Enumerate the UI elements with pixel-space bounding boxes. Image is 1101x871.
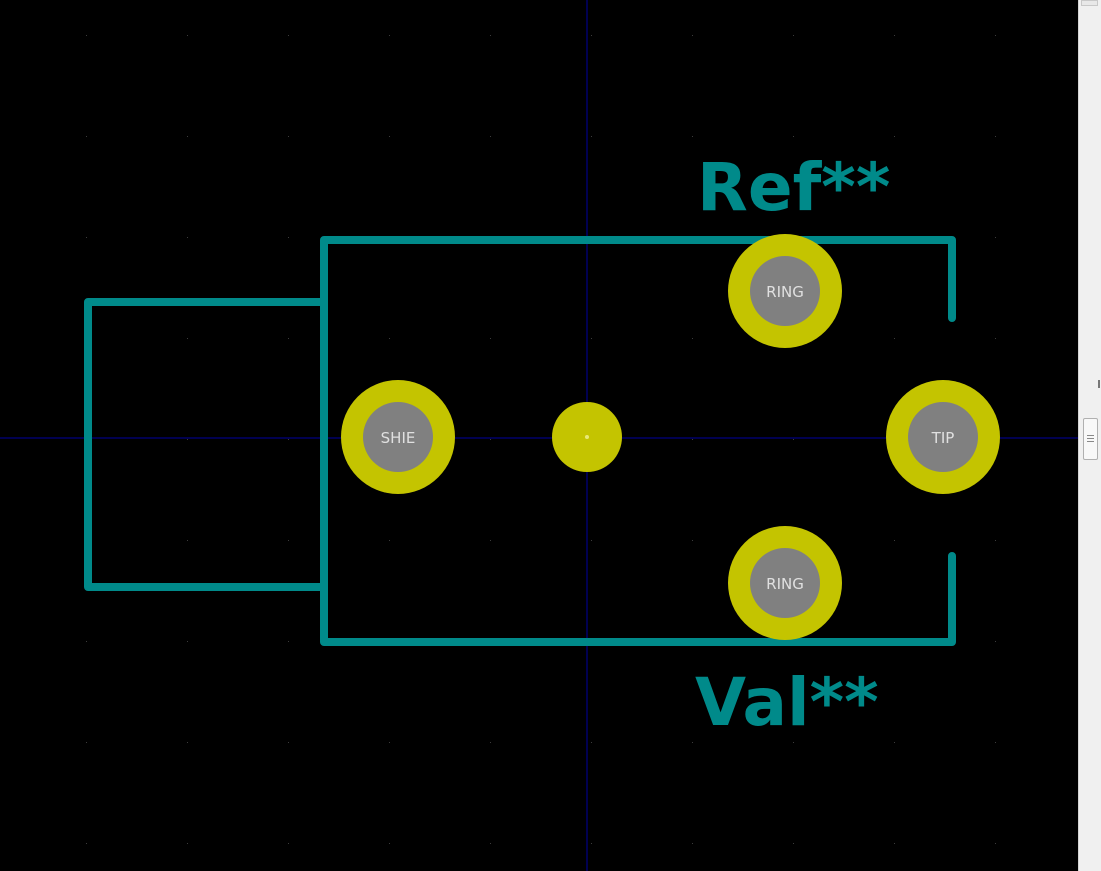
grid-dot [692,843,693,844]
grid-dot [995,237,996,238]
grid-dot [288,540,289,541]
grid-dot [490,742,491,743]
grid-dot [692,136,693,137]
grid-dot [288,843,289,844]
grid-dot [995,136,996,137]
grid-dot [288,439,289,440]
silk-body-bottom [320,552,956,646]
pad-shield[interactable]: SHIE [341,380,455,494]
grid-dot [389,35,390,36]
grid-dot [86,136,87,137]
pad-label: RING [766,575,804,593]
grid-dot [187,540,188,541]
grid-dot [894,338,895,339]
grid-dot [591,843,592,844]
grid-dot [894,35,895,36]
grid-dot [692,338,693,339]
grid-dot [591,540,592,541]
grid-dot [490,540,491,541]
grid-dot [86,237,87,238]
grid-dot [389,742,390,743]
pad-drill-hole [750,548,820,618]
grid-dot [187,237,188,238]
grid-dot [793,843,794,844]
grid-dot [389,540,390,541]
footprint-view[interactable]: RING SHIE TIP RING Ref** Val** [0,0,1078,871]
vertical-scrollbar[interactable] [1078,0,1101,871]
grid-dot [692,35,693,36]
pad-label: SHIE [381,429,416,447]
grid-dot [894,742,895,743]
grid-dot [490,439,491,440]
grid-dot [389,338,390,339]
pad-anchor-marker [585,435,589,439]
grid-dot [894,843,895,844]
grid-dot [86,742,87,743]
grid-dot [187,439,188,440]
grid-dot [288,641,289,642]
grid-dot [692,742,693,743]
grid-dot [995,843,996,844]
scrollbar-tick [1098,380,1100,388]
grid-dot [288,237,289,238]
grid-dot [288,136,289,137]
pad-drill-hole [908,402,978,472]
pad-ring-bottom[interactable]: RING [728,526,842,640]
grid-dot [187,136,188,137]
grid-dot [86,843,87,844]
pad-label: TIP [931,429,955,447]
grid-dot [490,338,491,339]
grid-dot [995,540,996,541]
pcb-canvas[interactable]: RING SHIE TIP RING Ref** Val** [0,0,1078,871]
grid-dot [288,742,289,743]
scroll-up-arrow[interactable] [1081,0,1098,6]
grid-dot [995,641,996,642]
grid-dot [591,338,592,339]
grid-dot [389,843,390,844]
grid-dot [490,35,491,36]
pad-drill-hole [363,402,433,472]
grid-dot [995,35,996,36]
grid-dot [187,35,188,36]
grid-dot [894,540,895,541]
grid-dot [288,35,289,36]
grid-dot [86,35,87,36]
grid-dot [793,439,794,440]
reference-designator[interactable]: Ref** [697,149,890,226]
grid-dot [793,35,794,36]
grid-dot [591,35,592,36]
pad-tip[interactable]: TIP [886,380,1000,494]
grid-dot [793,136,794,137]
grid-dot [389,136,390,137]
grid-dot [591,136,592,137]
pad-label: RING [766,283,804,301]
grid-dot [995,742,996,743]
grid-dot [995,338,996,339]
grid-dot [894,136,895,137]
grid-dot [187,641,188,642]
grid-dot [490,136,491,137]
pad-center-npth[interactable] [552,402,622,472]
grid-dot [187,742,188,743]
grid-dot [86,641,87,642]
value-field[interactable]: Val** [695,664,879,741]
grid-dot [288,338,289,339]
scrollbar-thumb[interactable] [1083,418,1098,460]
pad-ring-top[interactable]: RING [728,234,842,348]
grid-dot [692,439,693,440]
grid-dot [187,338,188,339]
silk-plug-box [84,298,328,591]
pad-drill-hole [750,256,820,326]
silk-body-top [320,236,956,604]
grid-dot [793,742,794,743]
grid-dot [692,540,693,541]
silkscreen-outline [84,236,956,646]
grid-dot [591,742,592,743]
grid-dot [187,843,188,844]
grid-dot [490,843,491,844]
